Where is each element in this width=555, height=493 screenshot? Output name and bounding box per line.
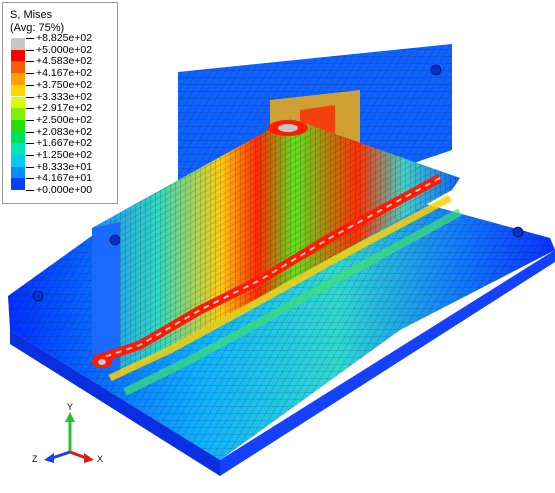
legend-label: +1.250e+02 — [36, 149, 93, 161]
z-axis-line — [51, 450, 71, 460]
z-axis-label: Z — [32, 454, 38, 464]
legend-tick — [26, 108, 34, 110]
legend-tick — [26, 119, 34, 121]
legend-swatch — [11, 84, 25, 97]
legend-swatch — [11, 166, 25, 179]
legend-swatch — [11, 96, 25, 109]
legend-tick — [26, 178, 34, 180]
legend-label: +8.825e+02 — [36, 32, 93, 44]
x-arrow-icon — [84, 453, 94, 463]
legend-title: S, Mises — [10, 9, 53, 21]
legend-label: +3.333e+02 — [36, 90, 93, 103]
z-arrow-icon — [44, 453, 54, 463]
legend-tick — [26, 84, 34, 86]
legend-tick — [26, 166, 34, 168]
x-axis-line — [69, 450, 87, 460]
base-plate-side — [10, 330, 220, 476]
legend-swatch — [11, 61, 25, 74]
legend-label: +5.000e+02 — [36, 43, 93, 56]
view-triad: Y Z X — [32, 402, 103, 464]
legend-label: +2.500e+02 — [36, 113, 93, 126]
legend-tick — [26, 38, 34, 39]
legend-subtitle: (Avg: 75%) — [10, 22, 65, 34]
legend-tick — [26, 155, 34, 156]
legend-swatch — [11, 108, 25, 120]
legend-swatch — [11, 38, 25, 50]
legend-label: +2.917e+02 — [36, 102, 93, 115]
legend-tick — [26, 190, 34, 192]
y-arrow-icon — [65, 412, 75, 422]
web-front-face — [92, 222, 120, 375]
legend-label: +1.667e+02 — [36, 137, 93, 150]
legend-tick — [26, 96, 34, 98]
x-axis-label: X — [97, 454, 103, 464]
y-axis-label: Y — [67, 402, 73, 412]
legend-label: +0.000e+00 — [36, 184, 93, 197]
legend-tick — [26, 131, 34, 133]
legend-swatch — [11, 119, 25, 132]
legend-tick — [26, 73, 34, 75]
legend-swatch — [11, 131, 25, 144]
legend-swatch — [11, 155, 25, 167]
legend-label: +4.167e+02 — [36, 67, 93, 80]
legend-swatch — [11, 178, 25, 191]
legend-swatch — [11, 73, 25, 85]
legend-label: +4.583e+02 — [36, 55, 93, 68]
legend-tick — [26, 143, 34, 145]
legend-tick — [26, 49, 34, 51]
legend-label: +8.333e+01 — [36, 160, 93, 173]
contour-legend: S, Mises (Avg: 75%) +8.825e+02 +5.000e+02… — [2, 2, 118, 204]
legend-tick — [26, 61, 34, 63]
legend-label: +3.750e+02 — [36, 78, 93, 91]
legend-label: +2.083e+02 — [36, 125, 93, 138]
legend-swatch — [11, 49, 25, 62]
legend-swatch — [11, 143, 25, 155]
legend-label: +4.167e+01 — [36, 172, 93, 185]
